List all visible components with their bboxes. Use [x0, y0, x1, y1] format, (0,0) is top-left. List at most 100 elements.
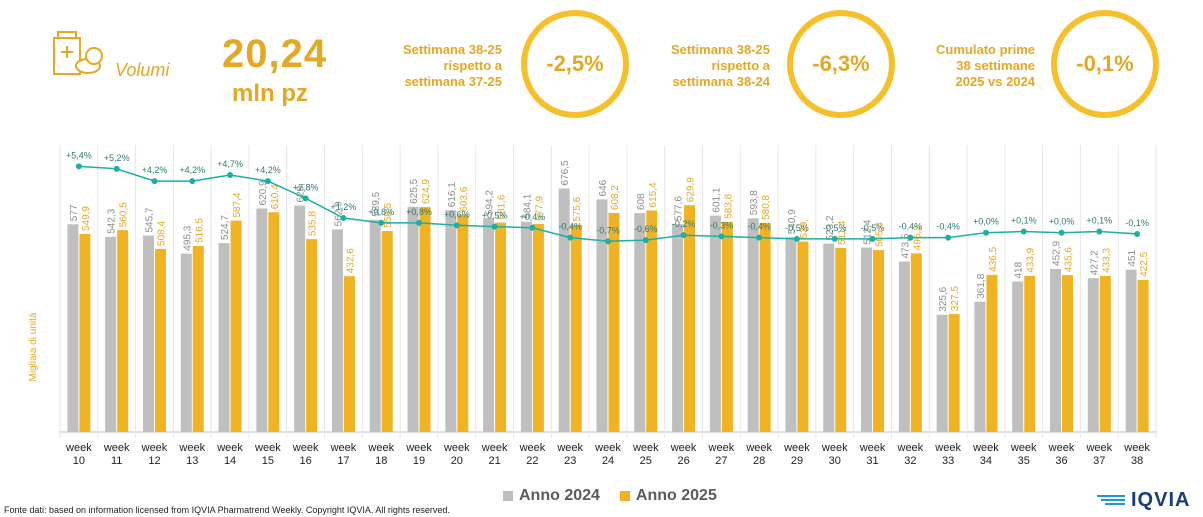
- bar-label-2024: 629,: [296, 183, 307, 202]
- kpi-label-cumulative: Cumulato prime 38 settimane 2025 vs 2024: [936, 42, 1035, 89]
- bar-label-2025: 575,6: [572, 196, 583, 221]
- bar-2025: [154, 248, 166, 432]
- bar-2025: [759, 222, 771, 432]
- growth-point: [1058, 229, 1065, 236]
- bar-2025: [268, 212, 280, 432]
- x-tick-label: 36: [1055, 455, 1067, 467]
- bar-label-2025: 560,5: [119, 202, 130, 227]
- bar-label-2024: 542,3: [107, 208, 118, 233]
- growth-point: [1134, 230, 1141, 237]
- bar-2024: [1050, 268, 1062, 432]
- growth-point: [1096, 228, 1103, 235]
- bar-2024: [747, 218, 759, 432]
- bar-2024: [672, 224, 684, 432]
- x-tick-label: 28: [753, 455, 765, 467]
- growth-label: -0,4%: [558, 222, 582, 232]
- bar-label-2025: 327,5: [950, 286, 961, 311]
- bar-2025: [608, 213, 620, 432]
- y-axis-label: Migliaia di unità: [28, 312, 39, 381]
- x-tick-label: 16: [300, 455, 312, 467]
- kpi-label-yoy: Settimana 38-25 rispetto a settimana 38-…: [671, 42, 770, 89]
- bar-2025: [419, 207, 431, 432]
- growth-point: [793, 235, 800, 242]
- growth-point: [491, 223, 498, 230]
- bar-label-2024: 676,5: [560, 160, 571, 185]
- bar-2024: [331, 229, 343, 432]
- x-tick-label: 25: [640, 455, 652, 467]
- growth-label: +2,8%: [293, 182, 319, 192]
- kpi-value-yoy: -6,3%: [787, 10, 895, 118]
- x-tick-label: 38: [1131, 455, 1143, 467]
- growth-label: +4,2%: [142, 165, 168, 175]
- growth-label: +5,2%: [104, 153, 130, 163]
- x-tick-label: 24: [602, 455, 614, 467]
- growth-point: [756, 234, 763, 241]
- x-tick-label: 17: [337, 455, 349, 467]
- bar-label-2025: 435,6: [1064, 247, 1075, 272]
- bar-label-2025: 422,5: [1139, 251, 1150, 276]
- bar-label-2024: 495,3: [182, 225, 193, 250]
- bar-label-2025: 577,9: [534, 195, 545, 220]
- total-volume-value: 20,24: [222, 32, 328, 76]
- bar-2024: [294, 205, 306, 432]
- bar-label-2024: 577,6: [674, 196, 685, 221]
- bar-2025: [873, 250, 885, 432]
- kpi-label-weekly: Settimana 38-25 rispetto a settimana 37-…: [403, 42, 502, 89]
- bar-2025: [192, 246, 204, 432]
- x-tick-label: 30: [829, 455, 841, 467]
- bar-label-2025: 610,4: [270, 184, 281, 209]
- growth-label: +1,2%: [331, 202, 357, 212]
- kpi-value-weekly: -2,5%: [521, 10, 629, 118]
- iqvia-logo: IQVIA: [1097, 489, 1190, 512]
- bar-label-2024: 473,5: [900, 233, 911, 258]
- bar-label-2025: 629,9: [686, 177, 697, 202]
- growth-point: [378, 219, 385, 226]
- growth-point: [567, 234, 574, 241]
- bar-label-2025: 608,2: [610, 185, 621, 210]
- x-tick-label: 34: [980, 455, 992, 467]
- growth-point: [151, 178, 158, 185]
- x-tick-label: 26: [677, 455, 689, 467]
- x-tick-label: week: [1123, 442, 1150, 454]
- bar-2025: [986, 274, 998, 432]
- growth-point: [982, 229, 989, 236]
- growth-point: [945, 234, 952, 241]
- bar-2024: [634, 213, 646, 432]
- bar-2025: [381, 230, 393, 432]
- x-tick-label: week: [65, 442, 92, 454]
- legend-item-2024: Anno 2024: [503, 487, 600, 505]
- x-tick-label: week: [897, 442, 924, 454]
- bar-label-2024: 325,6: [938, 286, 949, 311]
- bar-label-2024: 608: [636, 193, 647, 210]
- bar-2025: [1062, 275, 1074, 432]
- growth-point: [605, 238, 611, 245]
- kpi-value-cumulative: -0,1%: [1051, 10, 1159, 118]
- bar-2024: [369, 219, 381, 432]
- bar-label-2024: 524,7: [220, 215, 231, 240]
- growth-label: -0,5%: [823, 223, 847, 233]
- bar-2024: [1012, 281, 1024, 432]
- bar-label-2024: 523,2: [825, 215, 836, 240]
- growth-point: [113, 165, 120, 172]
- bar-2025: [1099, 276, 1111, 432]
- x-tick-label: week: [216, 442, 243, 454]
- bar-2025: [117, 230, 129, 432]
- bar-label-2024: 620,9: [258, 180, 269, 205]
- x-tick-label: 33: [942, 455, 954, 467]
- bar-label-2025: 615,4: [648, 182, 659, 207]
- bar-2024: [1125, 269, 1137, 432]
- bar-label-2024: 589,5: [371, 191, 382, 216]
- bar-2025: [948, 314, 960, 432]
- bar-2025: [306, 239, 318, 432]
- bar-label-2024: 616,1: [447, 182, 458, 207]
- legend-swatch-2025: [619, 491, 630, 501]
- growth-point: [340, 214, 347, 221]
- growth-label: -0,4%: [747, 222, 771, 232]
- bar-2024: [142, 235, 154, 432]
- x-tick-label: week: [103, 442, 130, 454]
- iqvia-logo-mark: [1097, 494, 1125, 505]
- bar-label-2024: 577: [69, 204, 80, 221]
- bar-label-2025: 587,4: [232, 192, 243, 217]
- growth-label: -0,1%: [1125, 218, 1149, 228]
